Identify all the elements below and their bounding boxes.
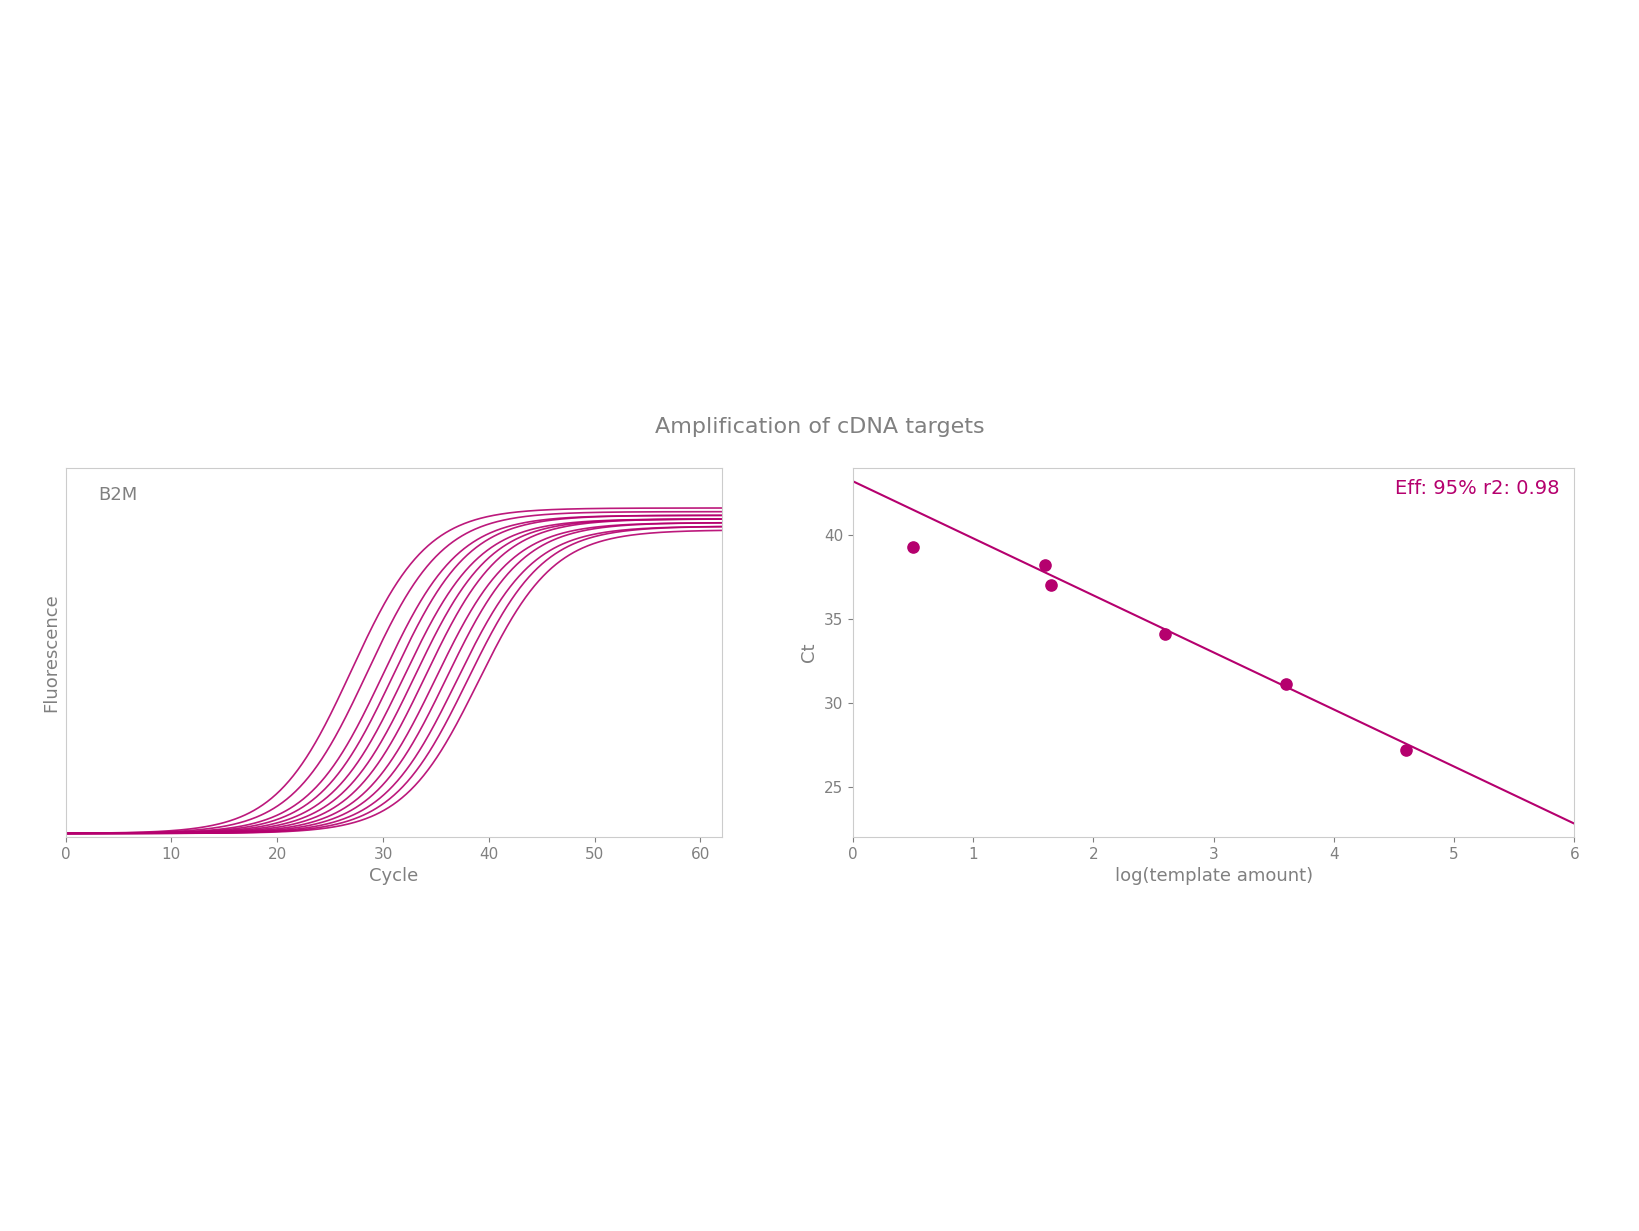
Text: B2M: B2M <box>98 486 138 505</box>
Point <box>1272 675 1298 694</box>
Y-axis label: Fluorescence: Fluorescence <box>43 593 61 712</box>
Point <box>1037 575 1064 595</box>
Text: Eff: 95% r2: 0.98: Eff: 95% r2: 0.98 <box>1395 479 1559 497</box>
Point <box>1031 555 1057 575</box>
X-axis label: log(template amount): log(template amount) <box>1115 868 1311 885</box>
Point <box>1392 740 1418 760</box>
Point <box>900 537 926 556</box>
Text: Amplification of cDNA targets: Amplification of cDNA targets <box>656 417 983 437</box>
Y-axis label: Ct: Ct <box>800 643 818 662</box>
Point <box>1152 624 1178 644</box>
X-axis label: Cycle: Cycle <box>369 868 418 885</box>
